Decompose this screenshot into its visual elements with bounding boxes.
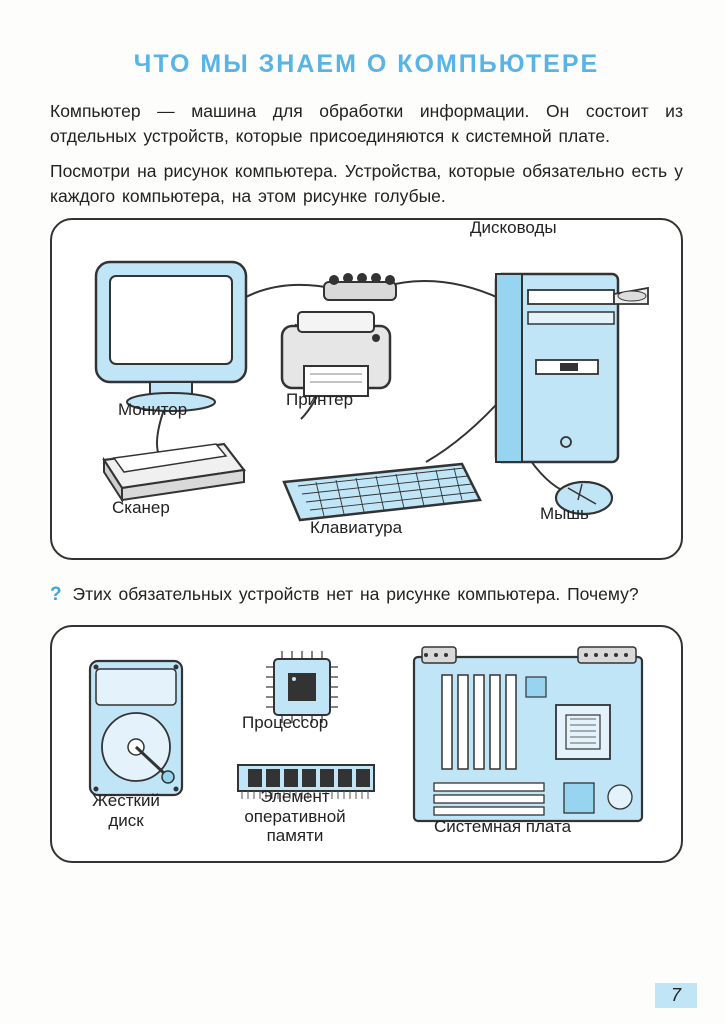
diagram-internals: Процессор Элемент оперативной памяти Жёс… <box>50 625 683 863</box>
question-mark-icon: ? <box>50 584 62 605</box>
label-scanner: Сканер <box>112 498 170 518</box>
scanner-icon <box>104 444 244 500</box>
tower-icon <box>496 274 648 462</box>
label-mobo: Системная плата <box>434 817 571 837</box>
label-printer: Принтер <box>286 390 353 410</box>
label-cpu: Процессор <box>242 713 328 733</box>
label-monitor: Монитор <box>118 400 187 420</box>
label-keyboard: Клавиатура <box>310 518 402 538</box>
label-diskdrives: Дисководы <box>470 218 557 238</box>
motherboard-icon <box>414 647 642 821</box>
keyboard-icon <box>284 464 480 520</box>
monitor-icon <box>96 262 246 411</box>
question-paragraph: ? Этих обязательных устройств нет на рис… <box>50 582 683 609</box>
label-ram: Элемент оперативной памяти <box>230 787 360 846</box>
paragraph-1: Компьютер — машина для обработки информа… <box>50 99 683 149</box>
page-number: 7 <box>655 983 697 1008</box>
label-hdd: Жёсткий диск <box>76 791 176 830</box>
diagram-peripherals: Дисководы Монитор Принтер Сканер Клавиат… <box>50 218 683 560</box>
printer-icon <box>282 312 390 396</box>
question-text: Этих обязательных устройств нет на рисун… <box>72 584 638 604</box>
hub-icon <box>324 273 396 300</box>
hdd-icon <box>90 661 182 795</box>
page-title: ЧТО МЫ ЗНАЕМ О КОМПЬЮТЕРЕ <box>50 50 683 79</box>
label-mouse: Мышь <box>540 504 589 524</box>
paragraph-2: Посмотри на рисунок компьютера. Устройст… <box>50 159 683 209</box>
